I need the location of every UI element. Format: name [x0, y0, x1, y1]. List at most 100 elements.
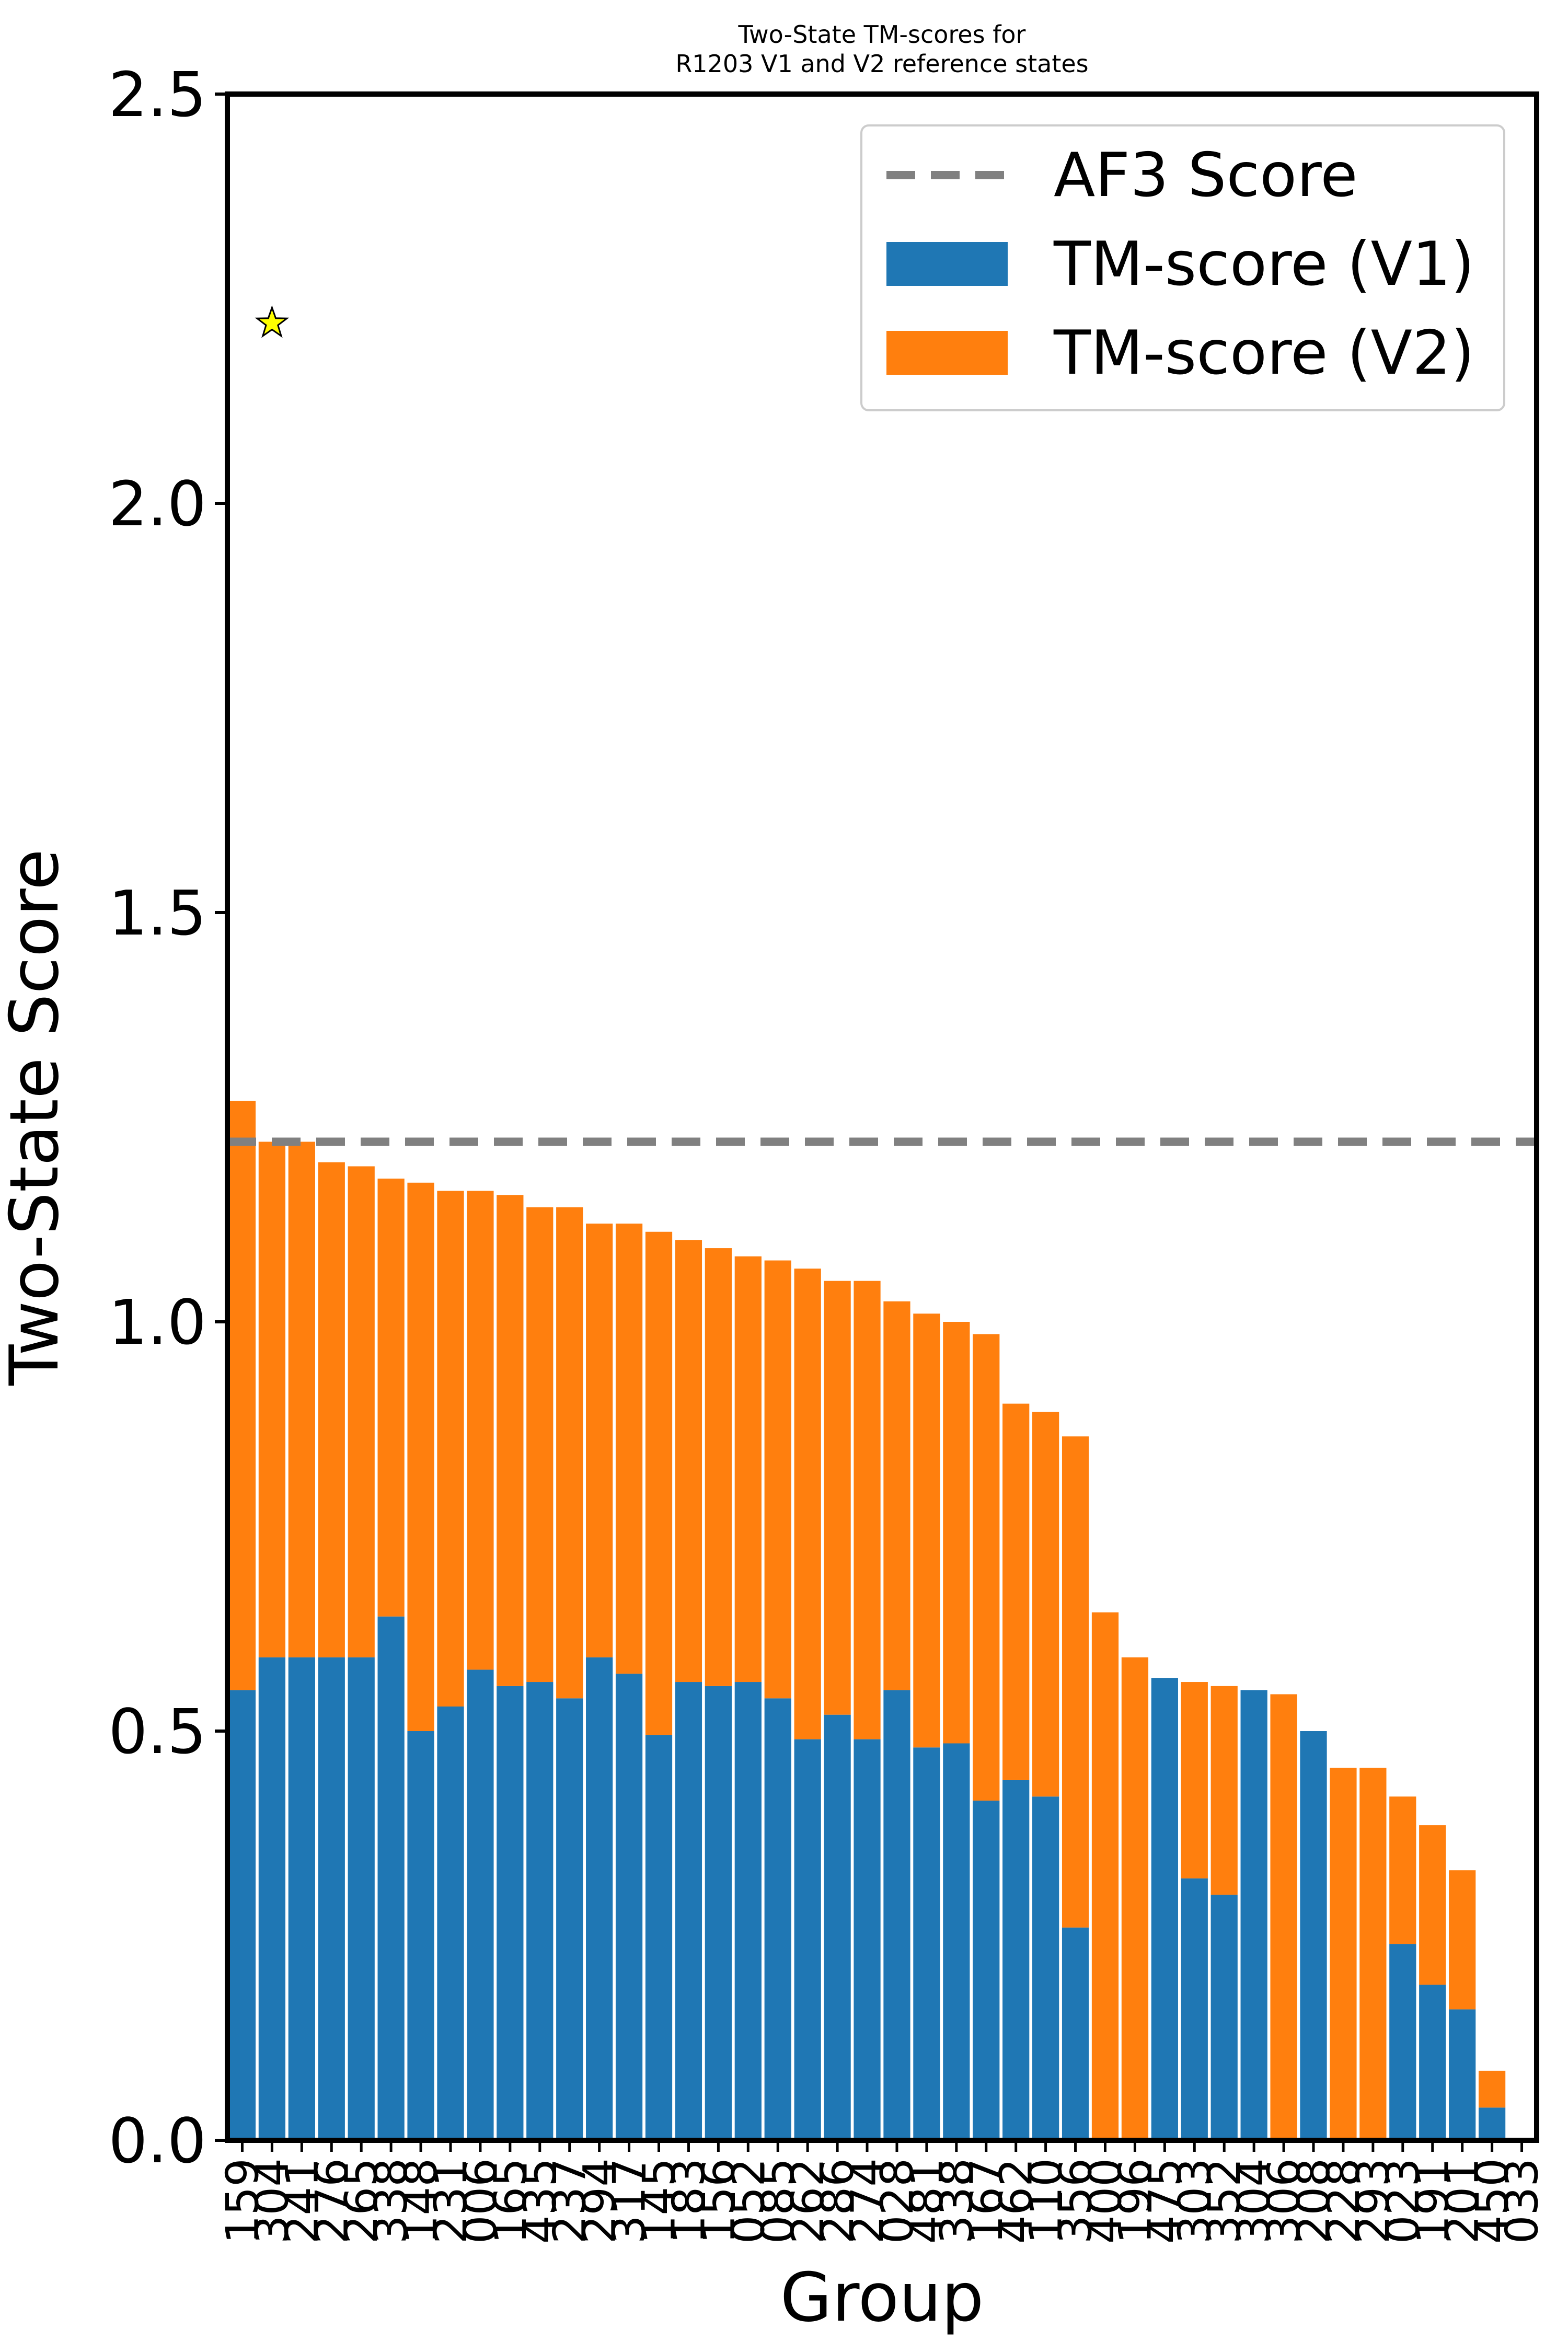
x-tick-label: 145 — [633, 2158, 686, 2244]
bar-v1 — [615, 1674, 643, 2140]
bar-v1 — [228, 1690, 256, 2140]
x-tick-label: 006 — [455, 2158, 507, 2244]
y-tick-label: 1.0 — [108, 1286, 206, 1358]
x-tick-label: 303 — [1169, 2158, 1221, 2244]
bar-v2 — [1002, 1403, 1030, 1780]
bar-v2 — [377, 1178, 405, 1617]
bar-v1 — [407, 1731, 434, 2140]
x-tick-label: 286 — [812, 2158, 864, 2244]
bar-v1 — [705, 1686, 732, 2140]
bar-v2 — [228, 1101, 256, 1690]
x-tick-label: 208 — [1288, 2158, 1340, 2244]
bar-v1 — [586, 1657, 613, 2140]
bar-v2 — [734, 1256, 762, 1682]
x-tick-label: 304 — [246, 2158, 298, 2244]
chart-title-line: R1203 V1 and V2 reference states — [675, 50, 1088, 78]
bar-v2 — [973, 1334, 1000, 1801]
y-tick-label: 0.0 — [108, 2105, 206, 2177]
bar-v1 — [1062, 1927, 1089, 2140]
bar-v2 — [258, 1142, 286, 1658]
bar-v2 — [943, 1322, 970, 1744]
x-tick-label: 201 — [1437, 2158, 1489, 2244]
bar-v1 — [377, 1616, 405, 2140]
bar-v2 — [467, 1191, 494, 1670]
x-tick-label: 033 — [1496, 2158, 1549, 2244]
x-tick-label: 183 — [663, 2158, 715, 2244]
plot-frame — [225, 91, 1539, 2143]
x-tick-label: 481 — [901, 2158, 953, 2244]
bar-v2 — [764, 1260, 791, 1699]
x-tick-label: 237 — [544, 2158, 596, 2244]
x-tick-label: 475 — [1139, 2158, 1191, 2244]
bar-v2 — [1419, 1825, 1446, 1985]
x-tick-label: 306 — [1258, 2158, 1310, 2244]
bar-v1 — [734, 1682, 762, 2140]
bar-v2 — [1091, 1612, 1119, 2140]
x-tick-label: 196 — [1109, 2158, 1161, 2244]
y-axis: 0.0 0.5 1.0 1.5 2.0 2.5 — [108, 59, 227, 2177]
bar-v2 — [497, 1195, 524, 1686]
y-axis-label: Two-State Score — [0, 849, 74, 1386]
x-tick-label: 231 — [425, 2158, 477, 2244]
bar-v1 — [645, 1735, 673, 2140]
legend-box — [860, 124, 1505, 411]
x-tick-label: 352 — [1198, 2158, 1251, 2244]
bar-v2 — [1389, 1796, 1416, 1944]
bar-v2 — [1121, 1657, 1149, 2140]
legend-label-af3: AF3 Score — [1054, 140, 1358, 211]
markers-layer — [255, 305, 290, 338]
x-tick-label: 052 — [722, 2158, 775, 2244]
bar-v1 — [497, 1686, 524, 2140]
x-tick-label: 191 — [1407, 2158, 1459, 2244]
bar-v2 — [407, 1182, 434, 1731]
bar-v2 — [615, 1224, 643, 1674]
bar-v2 — [348, 1166, 375, 1658]
bar-v1 — [526, 1682, 554, 2140]
x-tick-label: 338 — [365, 2158, 418, 2244]
x-tick-label: 167 — [961, 2158, 1013, 2244]
bar-v1 — [318, 1657, 345, 2140]
bar-v2 — [794, 1269, 821, 1739]
bar-v1 — [883, 1690, 910, 2140]
bar-v1 — [1151, 1678, 1178, 2140]
legend-label-v2: TM-score (V2) — [1053, 318, 1474, 388]
x-tick-label: 085 — [752, 2158, 804, 2244]
x-tick-label: 262 — [782, 2158, 834, 2244]
bar-v2 — [437, 1191, 464, 1707]
bar-v1 — [288, 1657, 315, 2140]
y-tick-label: 2.5 — [108, 59, 206, 131]
bar-v2 — [1330, 1768, 1357, 2140]
legend-swatch-v2 — [886, 331, 1008, 375]
bar-v1 — [348, 1657, 375, 2140]
star-marker — [255, 305, 290, 338]
bar-v1 — [467, 1669, 494, 2140]
x-tick-label: 294 — [574, 2158, 626, 2244]
x-tick-label: 241 — [276, 2158, 328, 2244]
legend-swatch-v1 — [886, 242, 1008, 286]
x-tick-label: 274 — [841, 2158, 894, 2244]
x-tick-label: 356 — [1050, 2158, 1102, 2244]
bar-v1 — [1181, 1878, 1208, 2140]
bar-v2 — [556, 1207, 583, 1699]
bar-v1 — [258, 1657, 286, 2140]
bar-v1 — [1210, 1895, 1238, 2140]
bar-v1 — [1449, 2009, 1476, 2140]
y-tick-label: 2.0 — [108, 468, 206, 540]
chart-title-line: Two-State TM-scores for — [738, 20, 1026, 49]
bar-v1 — [1419, 1985, 1446, 2140]
bar-v2 — [1359, 1768, 1387, 2140]
x-tick-label: 265 — [336, 2158, 388, 2244]
bar-v2 — [288, 1142, 315, 1658]
bar-v2 — [675, 1240, 702, 1682]
bar-v2 — [824, 1281, 851, 1715]
bar-v2 — [1449, 1870, 1476, 2010]
legend: AF3 Score TM-score (V1) TM-score (V2) — [860, 124, 1505, 411]
bar-v2 — [1032, 1412, 1059, 1797]
x-tick-label: 338 — [931, 2158, 983, 2244]
y-tick-label: 0.5 — [108, 1696, 206, 1768]
bar-v2 — [645, 1231, 673, 1735]
bar-v2 — [1478, 2070, 1506, 2108]
bar-v1 — [437, 1707, 464, 2140]
bar-v1 — [1478, 2107, 1506, 2140]
